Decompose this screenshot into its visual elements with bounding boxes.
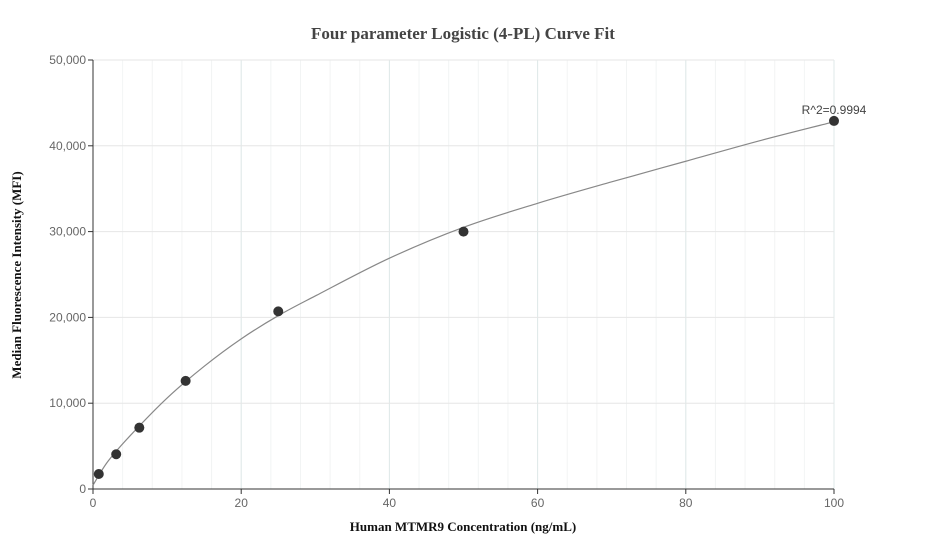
axes bbox=[88, 59, 835, 494]
data-point bbox=[134, 422, 145, 433]
x-tick-label: 100 bbox=[824, 496, 844, 510]
x-tick-label: 60 bbox=[531, 496, 545, 510]
data-point bbox=[273, 306, 284, 317]
x-tick-label: 40 bbox=[383, 496, 397, 510]
tick-labels: 0 20 40 60 80 100 0 10,000 20,000 30,000 40,000 50,… bbox=[49, 53, 844, 510]
data-points bbox=[93, 115, 839, 479]
x-tick-label: 20 bbox=[235, 496, 249, 510]
data-point bbox=[111, 449, 122, 460]
y-axis-title: Median Fluorescence Intensity (MFI) bbox=[9, 171, 24, 378]
data-point bbox=[93, 468, 104, 479]
y-tick-label: 40,000 bbox=[49, 139, 86, 153]
y-tick-label: 50,000 bbox=[49, 53, 86, 67]
r-squared-annotation: R^2=0.9994 bbox=[802, 103, 867, 117]
data-point bbox=[829, 115, 839, 126]
grid bbox=[92, 59, 835, 490]
chart-title: Four parameter Logistic (4-PL) Curve Fit bbox=[311, 24, 615, 43]
data-point bbox=[458, 226, 469, 237]
x-tick-label: 0 bbox=[90, 496, 97, 510]
y-tick-label: 20,000 bbox=[49, 310, 86, 324]
x-axis-title: Human MTMR9 Concentration (ng/mL) bbox=[350, 519, 576, 534]
y-tick-label: 10,000 bbox=[49, 396, 86, 410]
x-tick-label: 80 bbox=[679, 496, 693, 510]
fit-curve-layer bbox=[92, 121, 835, 486]
data-point bbox=[180, 375, 191, 386]
y-tick-label: 30,000 bbox=[49, 225, 86, 239]
y-tick-label: 0 bbox=[79, 482, 86, 496]
fit-curve bbox=[92, 121, 835, 486]
